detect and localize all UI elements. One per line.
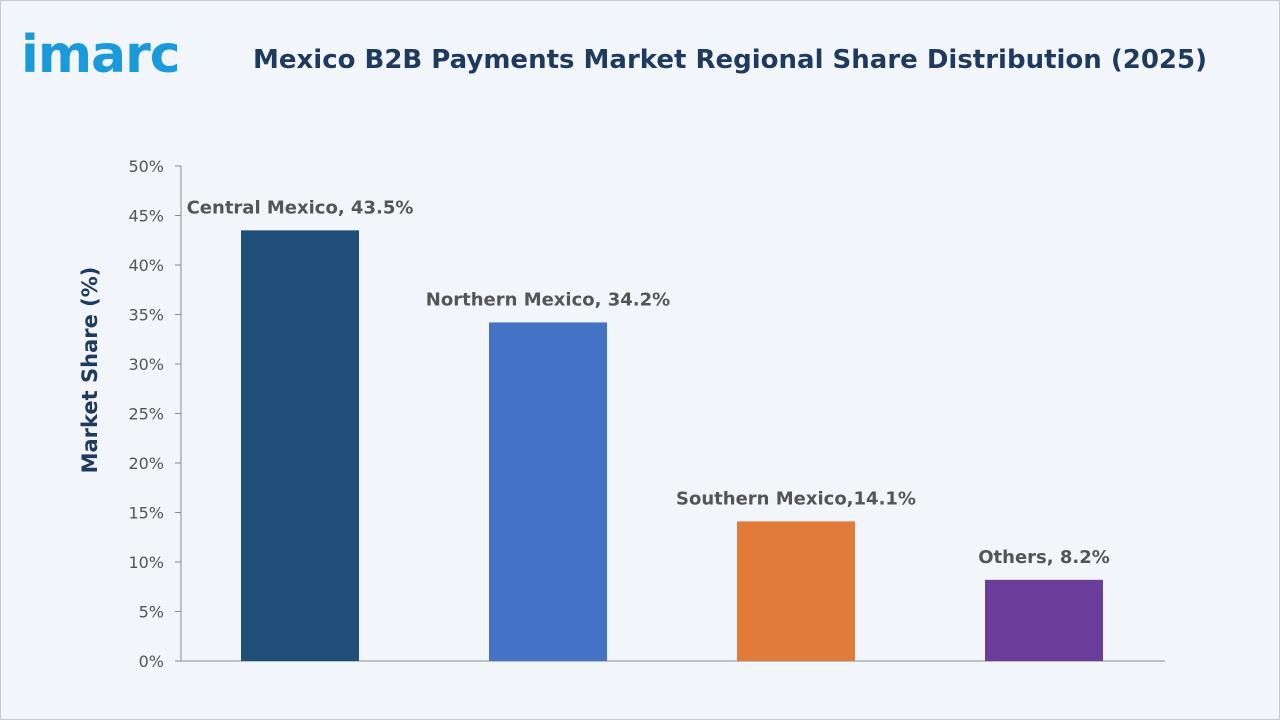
y-tick-label: 45%	[128, 207, 164, 226]
bar-northern-mexico	[489, 322, 607, 661]
y-axis-ticks: 0% 5% 10% 15% 20% 25% 30% 35% 40% 45% 50%	[128, 157, 181, 671]
data-label: Southern Mexico,14.1%	[676, 488, 916, 509]
y-tick-label: 35%	[128, 306, 164, 325]
imarc-logo: imarc	[21, 25, 181, 85]
data-label: Central Mexico, 43.5%	[187, 197, 414, 218]
y-tick-label: 30%	[128, 355, 164, 374]
y-tick-label: 40%	[128, 256, 164, 275]
bar-central-mexico	[241, 230, 359, 661]
y-tick-label: 15%	[128, 504, 164, 523]
bar-southern-mexico	[737, 521, 855, 661]
chart-title: Mexico B2B Payments Market Regional Shar…	[253, 45, 1207, 75]
data-label: Northern Mexico, 34.2%	[426, 289, 670, 310]
bars	[241, 230, 1103, 661]
y-tick-label: 25%	[128, 405, 164, 424]
data-label: Others, 8.2%	[978, 547, 1110, 568]
y-tick-label: 10%	[128, 553, 164, 572]
data-labels: Central Mexico, 43.5% Northern Mexico, 34…	[187, 197, 1110, 567]
y-tick-label: 0%	[139, 652, 164, 671]
bar-others	[985, 579, 1103, 661]
y-tick-label: 20%	[128, 454, 164, 473]
y-tick-label: 50%	[128, 157, 164, 176]
y-tick-label: 5%	[139, 603, 164, 622]
y-axis-label: Market Share (%)	[78, 267, 102, 474]
